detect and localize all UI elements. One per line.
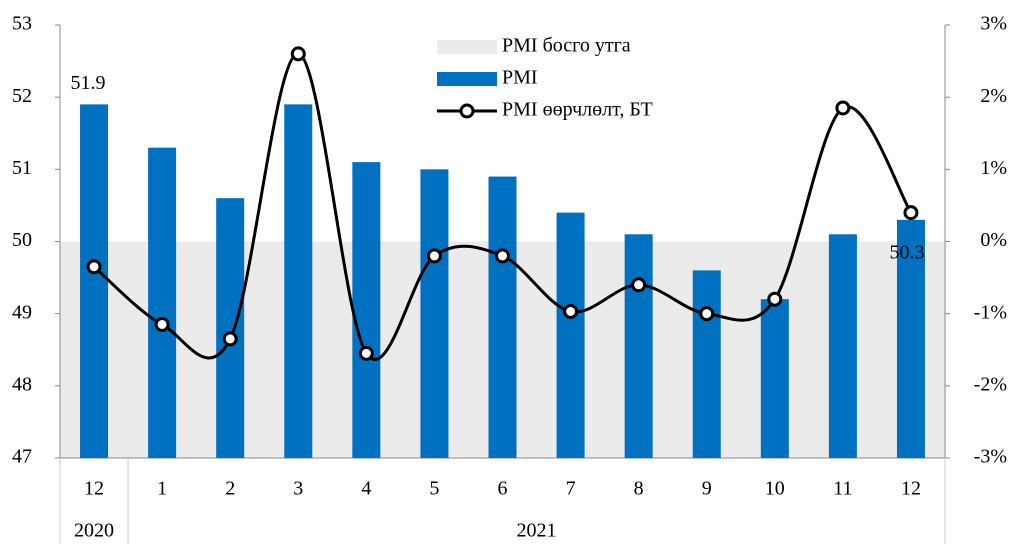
y2-tick-label: 0% (980, 229, 1007, 251)
bar (216, 198, 245, 458)
y-tick-label: 50 (12, 229, 32, 251)
line-marker (86, 259, 102, 275)
legend-label: PMI (502, 67, 538, 89)
line-marker (835, 100, 851, 116)
y-tick-label: 53 (12, 13, 32, 35)
x-tick-label: 12 (84, 478, 104, 500)
line-marker (426, 248, 442, 264)
line-marker (767, 291, 783, 307)
legend-swatch (437, 40, 497, 54)
y-tick-label: 49 (12, 301, 32, 323)
x-tick-label: 12 (901, 478, 921, 500)
x-tick-label: 5 (429, 478, 439, 500)
legend-swatch (437, 72, 497, 86)
line (93, 52, 913, 361)
x-tick-label: 10 (765, 478, 785, 500)
x-tick-label: 1 (157, 478, 167, 500)
x-tick-label: 11 (833, 478, 852, 500)
bar (488, 176, 517, 459)
line-marker (495, 248, 510, 264)
y-tick-label: 48 (12, 373, 32, 395)
bar (420, 169, 449, 459)
data-label: 51.9 (71, 72, 106, 94)
line-marker (699, 306, 715, 322)
bar (148, 147, 177, 458)
group-label: 2020 (74, 520, 114, 542)
bar (896, 219, 925, 458)
y2-tick-label: -1% (974, 301, 1007, 323)
line-marker (154, 316, 170, 332)
legend-marker (459, 103, 475, 119)
x-tick-label: 8 (634, 478, 644, 500)
legend-label: PMI босго утга (502, 35, 631, 57)
y2-tick-label: 2% (980, 85, 1007, 107)
line-marker (358, 345, 374, 361)
bar (556, 212, 585, 458)
bar (692, 270, 721, 458)
bar (80, 104, 109, 458)
y-tick-label: 52 (12, 85, 32, 107)
x-tick-label: 7 (566, 478, 576, 500)
x-tick-label: 9 (702, 478, 712, 500)
y2-tick-label: 1% (980, 157, 1007, 179)
line-marker (903, 205, 919, 221)
line-marker (290, 46, 306, 62)
line-marker (631, 277, 647, 293)
bar (284, 104, 313, 458)
x-tick-label: 3 (293, 478, 303, 500)
x-tick-label: 6 (498, 478, 508, 500)
bar (828, 234, 857, 458)
bar (352, 162, 381, 458)
x-tick-label: 2 (225, 478, 235, 500)
line-marker (222, 331, 238, 347)
bar (760, 299, 789, 458)
y-tick-label: 51 (12, 157, 32, 179)
y2-tick-label: 3% (980, 13, 1007, 35)
y-tick-label: 47 (12, 446, 32, 468)
y2-tick-label: -2% (974, 373, 1007, 395)
y2-tick-label: -3% (974, 446, 1007, 468)
data-label: 50.3 (889, 241, 924, 263)
x-tick-label: 4 (361, 478, 371, 500)
bar (624, 234, 653, 458)
group-label: 2021 (517, 520, 557, 542)
legend-label: PMI өөрчлөлт, БТ (502, 99, 653, 121)
line-marker (563, 304, 579, 320)
